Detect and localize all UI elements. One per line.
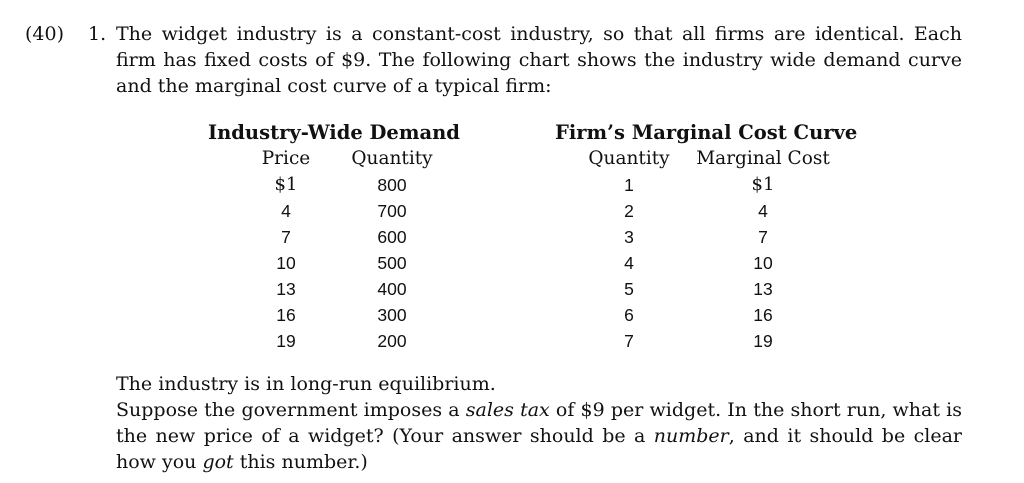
- tax-question-text: this number.): [233, 451, 368, 473]
- demand-table-grid: Price Quantity $1 800 4 700 7 600 10 500…: [236, 146, 460, 354]
- question-intro: The widget industry is a constant-cost i…: [116, 23, 962, 97]
- mc-header-marginal-cost: Marginal Cost: [696, 148, 830, 169]
- mc-quantity-cell: 4: [624, 253, 634, 273]
- mc-cost-cell: 10: [753, 253, 773, 273]
- demand-quantity-cell: 500: [377, 253, 407, 273]
- mc-header-quantity: Quantity: [588, 148, 670, 169]
- industry-demand-table: Industry-Wide Demand Price Quantity $1 8…: [208, 120, 460, 354]
- mc-table-title: Firm’s Marginal Cost Curve: [555, 121, 858, 144]
- demand-price-cell: 16: [276, 305, 296, 325]
- tax-question: Suppose the government imposes a sales t…: [116, 397, 962, 475]
- tax-question-text: Suppose the government imposes a: [116, 399, 466, 421]
- demand-price-cell: 7: [281, 227, 291, 247]
- mc-table-grid: Quantity Marginal Cost 1 $1 2 4 3 7 4 10…: [569, 146, 857, 354]
- emphasis-number: number: [653, 425, 729, 447]
- demand-table-title: Industry-Wide Demand: [208, 121, 460, 144]
- tax-question-text: of $9 per widget. In the short run, what…: [116, 399, 962, 447]
- mc-quantity-cell: 6: [624, 305, 634, 325]
- demand-price-cell: 13: [276, 279, 296, 299]
- mc-cost-cell: 7: [758, 227, 768, 247]
- demand-price-cell: 19: [276, 331, 296, 351]
- mc-quantity-cell: 2: [624, 201, 634, 221]
- emphasis-got: got: [202, 451, 234, 473]
- demand-quantity-cell: 300: [377, 305, 407, 325]
- mc-cost-cell: 4: [758, 201, 768, 221]
- mc-quantity-cell: 7: [624, 331, 634, 351]
- mc-cost-cell: 13: [753, 279, 773, 299]
- demand-header-quantity: Quantity: [351, 148, 433, 169]
- demand-quantity-cell: 400: [377, 279, 407, 299]
- mc-cost-cell: 16: [753, 305, 773, 325]
- mc-quantity-cell: 5: [624, 279, 634, 299]
- marginal-cost-table: Firm’s Marginal Cost Curve Quantity Marg…: [555, 120, 857, 354]
- mc-cost-cell: $1: [751, 174, 775, 195]
- demand-header-price: Price: [261, 148, 311, 169]
- demand-quantity-cell: 200: [377, 331, 407, 351]
- demand-quantity-cell: 800: [377, 175, 407, 195]
- tax-question-text: , and it should be clear how you: [116, 425, 963, 473]
- demand-quantity-cell: 700: [377, 201, 407, 221]
- question-conclusion: The industry is in long-run equilibrium.…: [116, 371, 962, 475]
- emphasis-sales-tax: sales tax: [465, 399, 550, 421]
- demand-quantity-cell: 600: [377, 227, 407, 247]
- mc-quantity-cell: 3: [624, 227, 634, 247]
- demand-price-cell: 4: [281, 201, 291, 221]
- question-number: 1.: [88, 23, 107, 45]
- mc-quantity-cell: 1: [624, 175, 634, 195]
- demand-price-cell: 10: [276, 253, 296, 273]
- equilibrium-statement: The industry is in long-run equilibrium.: [116, 373, 496, 395]
- mc-cost-cell: 19: [753, 331, 773, 351]
- demand-price-cell: $1: [274, 174, 298, 195]
- question-points: (40): [25, 23, 65, 45]
